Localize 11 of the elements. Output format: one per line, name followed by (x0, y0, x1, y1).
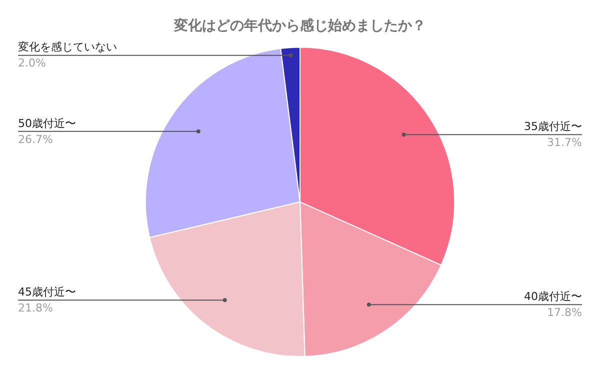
slice-label: 変化を感じていない (18, 40, 117, 54)
slice-label: 35歳付近〜 (524, 120, 582, 134)
data-label: 21.8% (18, 301, 53, 314)
data-label: 31.7% (547, 136, 582, 150)
slice-label: 40歳付近〜 (524, 290, 582, 303)
data-label: 2.0% (18, 56, 46, 70)
data-label: 26.7% (18, 132, 53, 146)
data-label: 17.8% (547, 306, 582, 319)
chart-title: 変化はどの年代から感じ始めましたか？ (173, 17, 426, 34)
slice-label: 45歳付近〜 (18, 285, 76, 298)
slice-label: 50歳付近〜 (18, 116, 76, 130)
